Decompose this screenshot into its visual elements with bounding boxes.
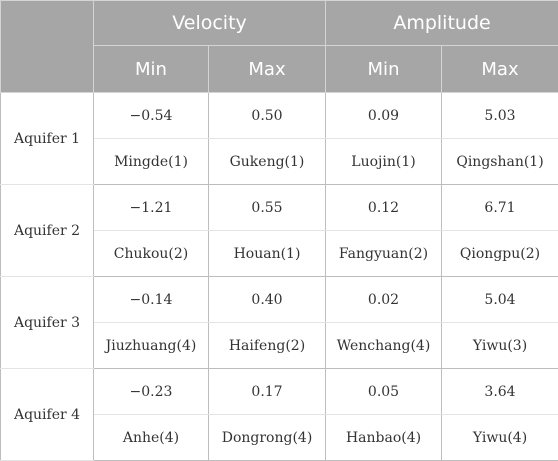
velocity-max-station: Haifeng(2) xyxy=(209,323,326,369)
row-label: Aquifer 4 xyxy=(1,369,94,461)
amplitude-min-station: Fangyuan(2) xyxy=(326,231,442,277)
header-group-row: Velocity Amplitude xyxy=(1,1,558,46)
amplitude-max-value: 5.03 xyxy=(442,93,558,139)
amplitude-min-value: 0.05 xyxy=(326,369,442,415)
amplitude-min-value: 0.09 xyxy=(326,93,442,139)
table-row: Aquifer 2 −1.21 0.55 0.12 6.71 xyxy=(1,185,558,231)
header-velocity-max: Max xyxy=(209,46,326,93)
header-amplitude-max: Max xyxy=(442,46,558,93)
header-amplitude: Amplitude xyxy=(326,1,558,46)
amplitude-min-station: Luojin(1) xyxy=(326,139,442,185)
velocity-max-station: Gukeng(1) xyxy=(209,139,326,185)
amplitude-max-station: Qiongpu(2) xyxy=(442,231,558,277)
velocity-max-station: Dongrong(4) xyxy=(209,415,326,461)
header-velocity: Velocity xyxy=(94,1,326,46)
table-row: Aquifer 1 −0.54 0.50 0.09 5.03 xyxy=(1,93,558,139)
amplitude-min-value: 0.12 xyxy=(326,185,442,231)
velocity-max-value: 0.50 xyxy=(209,93,326,139)
amplitude-max-value: 5.04 xyxy=(442,277,558,323)
velocity-max-value: 0.55 xyxy=(209,185,326,231)
header-amplitude-min: Min xyxy=(326,46,442,93)
table-row: Aquifer 3 −0.14 0.40 0.02 5.04 xyxy=(1,277,558,323)
header-velocity-min: Min xyxy=(94,46,209,93)
velocity-min-value: −1.21 xyxy=(94,185,209,231)
row-label: Aquifer 1 xyxy=(1,93,94,185)
velocity-min-value: −0.23 xyxy=(94,369,209,415)
velocity-min-station: Anhe(4) xyxy=(94,415,209,461)
velocity-max-value: 0.17 xyxy=(209,369,326,415)
amplitude-max-value: 3.64 xyxy=(442,369,558,415)
amplitude-min-station: Hanbao(4) xyxy=(326,415,442,461)
table-header: Velocity Amplitude Min Max Min Max xyxy=(1,1,558,93)
header-corner xyxy=(1,1,94,93)
table-body: Aquifer 1 −0.54 0.50 0.09 5.03 Mingde(1)… xyxy=(1,93,558,461)
velocity-min-station: Chukou(2) xyxy=(94,231,209,277)
velocity-min-value: −0.54 xyxy=(94,93,209,139)
amplitude-min-station: Wenchang(4) xyxy=(326,323,442,369)
amplitude-min-value: 0.02 xyxy=(326,277,442,323)
amplitude-max-value: 6.71 xyxy=(442,185,558,231)
velocity-min-station: Jiuzhuang(4) xyxy=(94,323,209,369)
row-label: Aquifer 3 xyxy=(1,277,94,369)
table-row: Aquifer 4 −0.23 0.17 0.05 3.64 xyxy=(1,369,558,415)
velocity-min-station: Mingde(1) xyxy=(94,139,209,185)
row-label: Aquifer 2 xyxy=(1,185,94,277)
amplitude-max-station: Qingshan(1) xyxy=(442,139,558,185)
velocity-max-value: 0.40 xyxy=(209,277,326,323)
velocity-max-station: Houan(1) xyxy=(209,231,326,277)
amplitude-max-station: Yiwu(3) xyxy=(442,323,558,369)
velocity-min-value: −0.14 xyxy=(94,277,209,323)
amplitude-max-station: Yiwu(4) xyxy=(442,415,558,461)
